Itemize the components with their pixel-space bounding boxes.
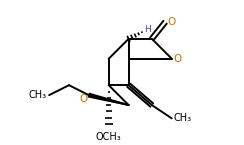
Polygon shape: [88, 93, 129, 105]
Text: O: O: [174, 54, 182, 64]
Text: OCH₃: OCH₃: [96, 132, 122, 142]
Text: CH₃: CH₃: [174, 113, 192, 123]
Text: O: O: [167, 17, 175, 27]
Text: O: O: [79, 94, 87, 104]
Text: H: H: [144, 25, 151, 34]
Text: CH₃: CH₃: [29, 90, 47, 100]
